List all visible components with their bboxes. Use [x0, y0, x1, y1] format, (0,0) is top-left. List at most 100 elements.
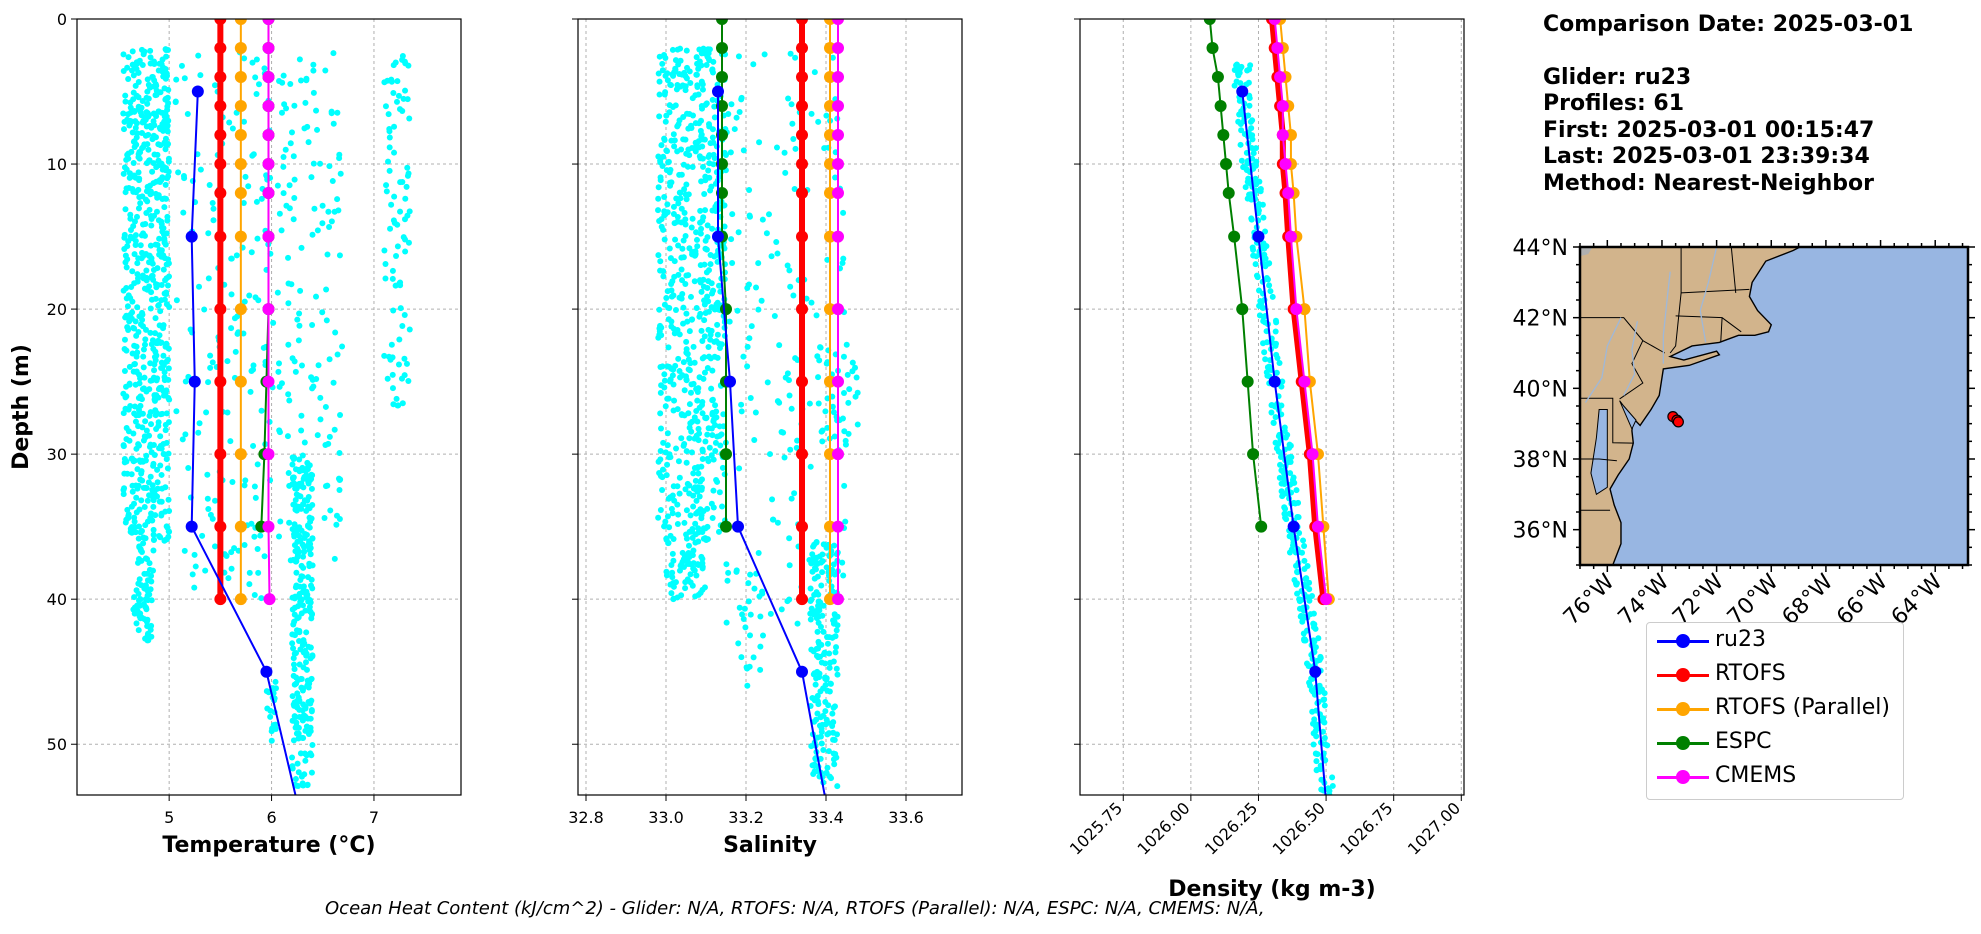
- glider-obs-point: [676, 294, 683, 301]
- glider-obs-point: [694, 464, 701, 471]
- glider-obs-point: [310, 383, 317, 390]
- glider-obs-point: [146, 386, 153, 393]
- glider-obs-point: [752, 409, 759, 416]
- glider-obs-point: [315, 362, 322, 369]
- glider-obs-point: [157, 339, 164, 346]
- glider-obs-point: [670, 596, 677, 603]
- glider-obs-point: [736, 604, 743, 611]
- glider-obs-point: [124, 470, 131, 477]
- series-point: [1271, 42, 1284, 55]
- glider-obs-point: [148, 213, 155, 220]
- glider-obs-point: [337, 412, 344, 419]
- glider-obs-point: [696, 493, 703, 500]
- glider-obs-point: [681, 209, 688, 216]
- glider-obs-point: [776, 342, 783, 349]
- glider-obs-point: [794, 437, 801, 444]
- glider-obs-point: [702, 535, 709, 542]
- glider-obs-point: [655, 184, 662, 191]
- series-point: [234, 158, 247, 171]
- glider-obs-point: [1293, 580, 1300, 587]
- glider-obs-point: [827, 659, 834, 666]
- glider-obs-point: [391, 149, 398, 156]
- glider-obs-point: [1248, 215, 1255, 222]
- glider-obs-point: [261, 65, 268, 72]
- glider-obs-point: [684, 350, 691, 357]
- glider-obs-point: [822, 698, 829, 705]
- glider-obs-point: [669, 46, 676, 53]
- glider-obs-point: [1296, 530, 1303, 537]
- glider-obs-point: [678, 171, 685, 178]
- glider-obs-point: [330, 120, 337, 127]
- series-point: [732, 520, 744, 533]
- glider-obs-point: [1256, 287, 1263, 294]
- glider-obs-point: [709, 514, 716, 521]
- glider-obs-point: [1250, 252, 1257, 259]
- glider-obs-point: [302, 757, 309, 764]
- glider-obs-point: [144, 100, 151, 107]
- glider-obs-point: [298, 412, 305, 419]
- glider-obs-point: [388, 341, 395, 348]
- glider-obs-point: [834, 783, 841, 790]
- glider-obs-point: [133, 332, 140, 339]
- glider-obs-point: [1260, 214, 1267, 221]
- glider-obs-point: [831, 542, 838, 549]
- glider-obs-point: [753, 284, 760, 291]
- glider-obs-point: [1281, 476, 1288, 483]
- glider-obs-point: [246, 569, 253, 576]
- glider-obs-point: [155, 423, 162, 430]
- glider-obs-point: [323, 317, 330, 324]
- glider-obs-point: [1289, 542, 1296, 549]
- glider-obs-point: [143, 427, 150, 434]
- axes-frame: [577, 18, 963, 796]
- glider-obs-point: [130, 430, 137, 437]
- glider-obs-point: [669, 569, 676, 576]
- glider-obs-point: [756, 139, 763, 146]
- glider-obs-point: [305, 574, 312, 581]
- glider-obs-point: [674, 521, 681, 528]
- glider-obs-point: [399, 323, 406, 330]
- glider-obs-point: [234, 313, 241, 320]
- glider-obs-point: [158, 176, 165, 183]
- glider-obs-point: [138, 470, 145, 477]
- glider-obs-point: [388, 76, 395, 83]
- legend: ru23 RTOFS RTOFS (Parallel) ESPC CMEMS: [1646, 622, 1904, 800]
- series-point: [262, 187, 275, 200]
- glider-obs-point: [127, 117, 134, 124]
- glider-obs-point: [695, 561, 702, 568]
- glider-obs-point: [656, 470, 663, 477]
- glider-obs-point: [831, 433, 838, 440]
- glider-obs-point: [246, 581, 253, 588]
- glider-obs-point: [162, 135, 169, 142]
- x-tick-label: 1026.50: [1269, 798, 1329, 858]
- glider-obs-point: [249, 59, 256, 66]
- glider-obs-point: [309, 742, 316, 749]
- glider-obs-point: [1310, 620, 1317, 627]
- glider-obs-point: [1253, 187, 1260, 194]
- glider-obs-point: [297, 576, 304, 583]
- glider-obs-point: [706, 160, 713, 167]
- glider-obs-point: [280, 190, 287, 197]
- glider-obs-point: [655, 195, 662, 202]
- glider-obs-point: [305, 474, 312, 481]
- glider-obs-point: [306, 604, 313, 611]
- series-point: [214, 158, 227, 171]
- glider-obs-point: [657, 456, 664, 463]
- glider-obs-point: [712, 439, 719, 446]
- glider-obs-point: [697, 127, 704, 134]
- glider-obs-point: [154, 466, 161, 473]
- glider-obs-point: [162, 484, 169, 491]
- glider-obs-point: [268, 737, 275, 744]
- glider-obs-point: [256, 81, 263, 88]
- glider-obs-point: [248, 249, 255, 256]
- glider-obs-point: [383, 188, 390, 195]
- x-tick-label: 33.2: [728, 808, 764, 827]
- glider-obs-point: [305, 684, 312, 691]
- glider-obs-point: [1300, 613, 1307, 620]
- glider-obs-point: [1303, 575, 1310, 582]
- glider-obs-point: [132, 482, 139, 489]
- lake: [1580, 247, 1593, 257]
- glider-obs-point: [132, 381, 139, 388]
- glider-obs-point: [296, 56, 303, 63]
- glider-obs-point: [698, 476, 705, 483]
